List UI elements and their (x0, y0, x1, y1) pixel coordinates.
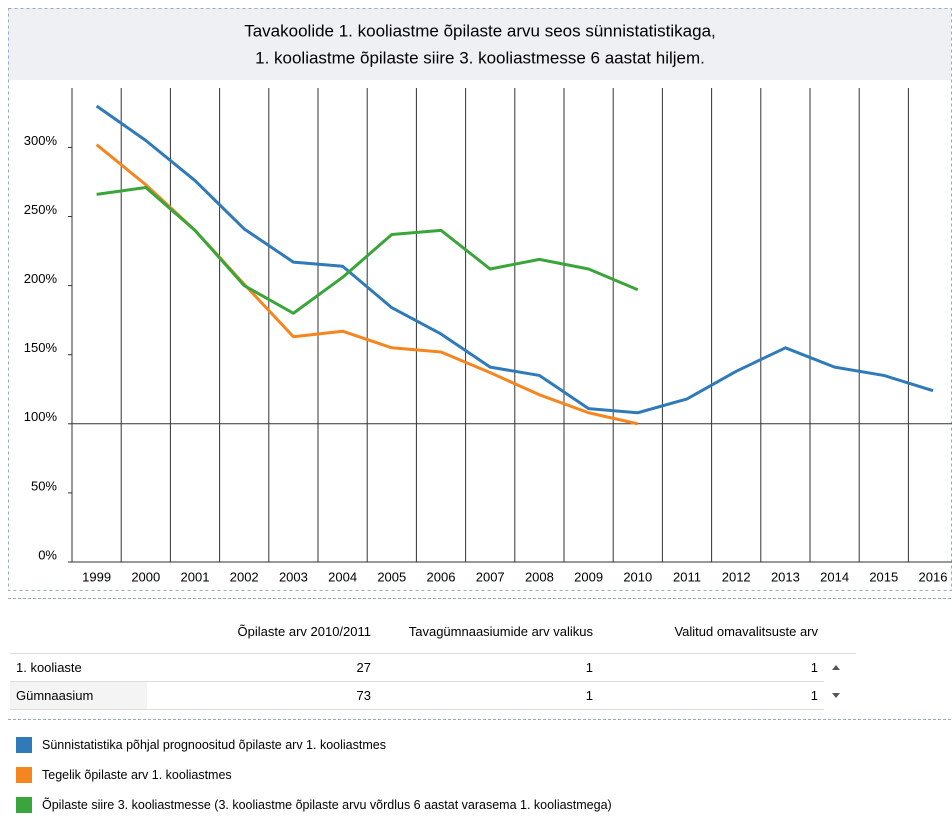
x-tick-label: 2002 (230, 569, 259, 584)
y-tick-label: 200% (24, 271, 58, 286)
x-tick-label: 2006 (427, 569, 456, 584)
x-tick-label: 2010 (623, 569, 652, 584)
x-tick-label: 2014 (820, 569, 849, 584)
legend-swatch (16, 767, 32, 783)
series-line (96, 185, 639, 315)
row-label: Gümnaasium (10, 681, 147, 710)
x-tick-label: 2011 (673, 569, 701, 584)
cell: 1 (599, 653, 824, 682)
row-label: 1. kooliaste (10, 653, 147, 682)
scroll-down[interactable] (830, 690, 842, 700)
x-tick-label: 2008 (525, 569, 554, 584)
legend-swatch (16, 737, 32, 753)
x-tick-label: 2016 (919, 569, 948, 584)
y-tick-label: 50% (31, 478, 57, 493)
column-header: Valitud omavalitsuste arv (599, 609, 824, 654)
chart-title: Tavakoolide 1. kooliastme õpilaste arvu … (244, 21, 716, 40)
x-tick-label: 1999 (82, 569, 111, 584)
y-tick-label: 0% (38, 547, 57, 562)
legend-label: Tegelik õpilaste arv 1. kooliastmes (42, 768, 232, 782)
column-header: Tavagümnaasiumide arv valikus (408, 623, 593, 639)
x-tick-label: 2007 (476, 569, 505, 584)
y-tick-label: 100% (24, 409, 58, 424)
cell: 27 (147, 653, 377, 682)
x-tick-label: 2005 (377, 569, 406, 584)
x-tick-label: 2004 (328, 569, 357, 584)
y-tick-label: 250% (24, 202, 58, 217)
scroll-up[interactable] (830, 662, 842, 672)
legend-label: Õpilaste siire 3. kooliastmesse (3. kool… (42, 798, 612, 812)
x-tick-label: 2009 (574, 569, 603, 584)
legend-label: Sünnistatistika põhjal prognoositud õpil… (42, 738, 386, 752)
legend-swatch (16, 797, 32, 813)
cell: 1 (377, 681, 599, 710)
y-tick-label: 300% (24, 133, 58, 148)
chart: Tavakoolide 1. kooliastme õpilaste arvu … (8, 8, 952, 591)
chart-title: 1. kooliastme õpilaste siire 3. kooliast… (255, 48, 705, 67)
column-header: Õpilaste arv 2010/2011 (147, 609, 377, 654)
x-tick-label: 2003 (279, 569, 308, 584)
x-tick-label: 2012 (722, 569, 751, 584)
x-tick-label: 2013 (771, 569, 800, 584)
legend-item: Õpilaste siire 3. kooliastmesse (3. kool… (16, 797, 612, 813)
y-tick-label: 150% (24, 340, 58, 355)
x-tick-label: 2000 (131, 569, 160, 584)
cell: 1 (599, 681, 824, 710)
data-table: Õpilaste arv 2010/2011 Tavagümnaasiumide… (8, 598, 951, 720)
cell: 1 (377, 653, 599, 682)
legend-item: Tegelik õpilaste arv 1. kooliastmes (16, 767, 232, 783)
x-tick-label: 2001 (181, 569, 210, 584)
series-line (95, 104, 934, 415)
legend-item: Sünnistatistika põhjal prognoositud õpil… (16, 737, 386, 753)
title-box (8, 8, 951, 80)
x-tick-label: 2015 (869, 569, 898, 584)
cell: 73 (147, 681, 377, 710)
